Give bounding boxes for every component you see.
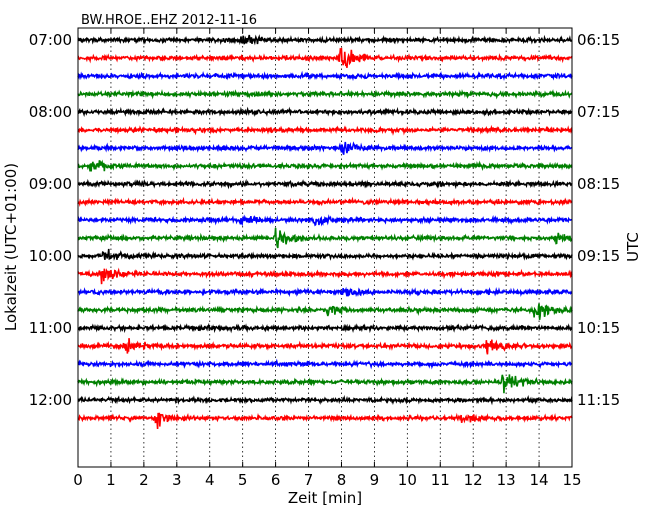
chart-title: BW.HROE..EHZ 2012-11-16 — [81, 13, 257, 28]
trace-0900 — [77, 196, 573, 208]
x-tick-label: 5 — [238, 471, 248, 489]
x-tick-label: 13 — [497, 471, 516, 489]
x-tick-label: 8 — [337, 471, 347, 489]
y-tick-label-left: 10:00 — [29, 247, 72, 265]
ticks: 0 1 2 3 4 5 6 7 8 9 10 11 12 13 14 1507:0008:0009:0010:… — [29, 28, 620, 489]
y-tick-label-right: 07:15 — [577, 103, 620, 121]
y-axis-label-right: UTC — [624, 232, 642, 262]
grid-lines — [110, 28, 540, 467]
x-tick-label: 7 — [304, 471, 314, 489]
x-tick-label: 6 — [271, 471, 281, 489]
traces — [77, 34, 573, 430]
trace-0945 — [77, 248, 573, 261]
trace-0745 — [77, 106, 573, 118]
x-axis-label: Zeit [min] — [288, 489, 362, 507]
y-tick-label-left: 12:00 — [29, 391, 72, 409]
trace-1015 — [77, 286, 573, 298]
trace-1200 — [77, 412, 573, 430]
x-tick-label: 14 — [530, 471, 549, 489]
x-tick-label: 0 — [73, 471, 83, 489]
trace-0800 — [77, 124, 573, 136]
trace-0915 — [77, 214, 573, 227]
trace-0715 — [77, 70, 573, 82]
y-tick-label-right: 10:15 — [577, 319, 620, 337]
trace-0815 — [77, 141, 573, 155]
trace-0930 — [77, 227, 573, 249]
trace-1000 — [77, 267, 573, 285]
y-axis-label-left: Lokalzeit (UTC+01:00) — [2, 163, 20, 331]
x-tick-label: 9 — [370, 471, 380, 489]
trace-1115 — [77, 358, 573, 370]
y-tick-label-right: 08:15 — [577, 175, 620, 193]
y-tick-label-right: 06:15 — [577, 31, 620, 49]
trace-1130 — [77, 374, 573, 394]
x-tick-label: 11 — [431, 471, 450, 489]
trace-0645 — [77, 34, 573, 46]
y-tick-label-left: 09:00 — [29, 175, 72, 193]
trace-1145 — [77, 394, 573, 406]
x-tick-label: 1 — [106, 471, 116, 489]
x-tick-label: 12 — [464, 471, 483, 489]
x-tick-label: 10 — [398, 471, 417, 489]
x-tick-label: 2 — [139, 471, 149, 489]
x-tick-label: 15 — [562, 471, 581, 489]
trace-0700 — [77, 47, 573, 68]
y-tick-label-left: 07:00 — [29, 31, 72, 49]
plot-frame — [77, 27, 573, 468]
trace-0830 — [77, 159, 573, 172]
x-tick-label: 4 — [205, 471, 215, 489]
trace-1100 — [77, 338, 573, 355]
y-tick-label-left: 08:00 — [29, 103, 72, 121]
trace-1045 — [77, 322, 573, 334]
y-tick-label-left: 11:00 — [29, 319, 72, 337]
trace-0845 — [77, 178, 573, 190]
trace-0730 — [77, 88, 573, 100]
trace-1030 — [77, 303, 573, 321]
x-tick-label: 3 — [172, 471, 182, 489]
y-tick-label-right: 09:15 — [577, 247, 620, 265]
y-tick-label-right: 11:15 — [577, 391, 620, 409]
